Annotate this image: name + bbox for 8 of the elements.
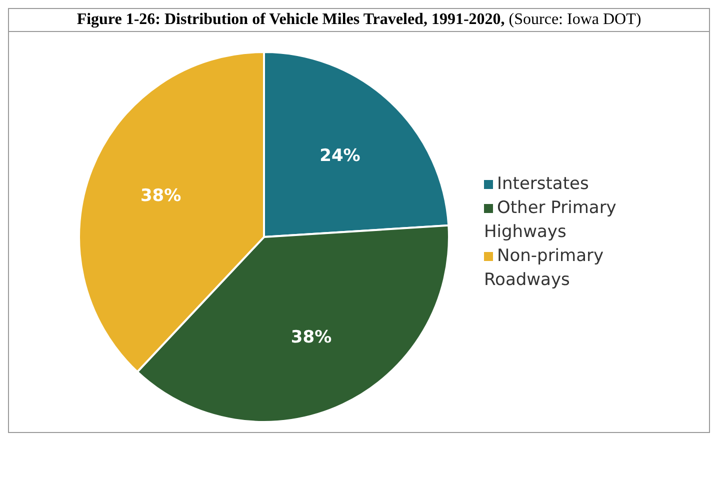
text: (Source: Iowa DOT) <box>508 11 642 28</box>
legend-label: Interstates <box>497 174 589 194</box>
data-label: 38% <box>140 186 182 206</box>
legend-label: Non-primary Roadways <box>484 246 604 290</box>
data-label: 38% <box>290 327 332 348</box>
chart-title: Figure 1-26: Distribution of Vehicle Miles Traveled, 1991-2020, <box>76 11 505 28</box>
data-label: 24% <box>320 146 360 166</box>
legend-label: Other Primary Highways <box>484 198 616 242</box>
